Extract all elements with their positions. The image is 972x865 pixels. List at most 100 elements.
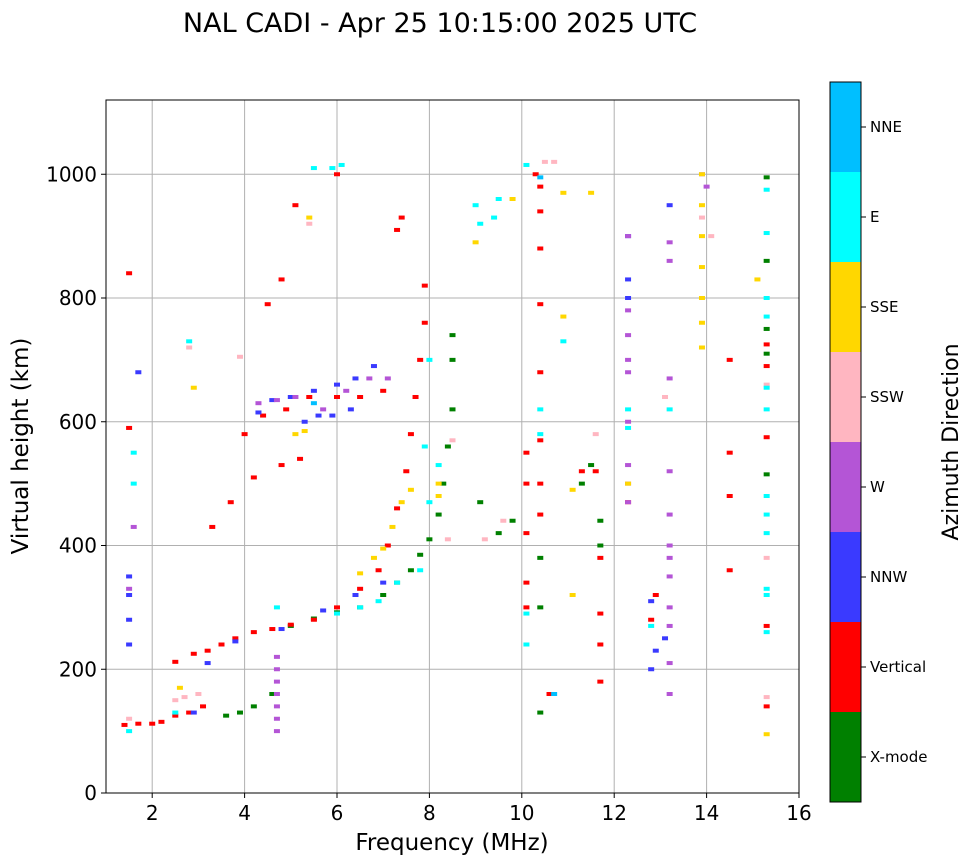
echo-point (652, 648, 659, 653)
echo-point (537, 432, 544, 437)
echo-point (444, 444, 451, 449)
data-marks (121, 159, 770, 737)
echo-point (532, 172, 539, 177)
echo-point (338, 162, 345, 167)
echo-point (426, 537, 433, 542)
echo-point (666, 605, 673, 610)
echo-point (204, 661, 211, 666)
echo-point (537, 512, 544, 517)
x-tick-label: 12 (601, 801, 626, 825)
echo-point (523, 580, 530, 585)
echo-point (407, 432, 414, 437)
echo-point (273, 679, 280, 684)
echo-point (578, 469, 585, 474)
echo-point (435, 494, 442, 498)
trace-vertical (121, 172, 770, 727)
echo-point (273, 729, 280, 734)
colorbar-segment (830, 82, 861, 172)
echo-point (126, 716, 133, 721)
echo-point (551, 159, 558, 164)
echo-point (126, 574, 133, 579)
echo-point (666, 203, 673, 208)
echo-point (260, 413, 267, 418)
echo-point (421, 320, 428, 325)
echo-point (726, 450, 733, 455)
echo-point (273, 667, 280, 672)
echo-point (625, 308, 632, 313)
colorbar-tick-label: NNE (870, 118, 902, 136)
x-axis-label: Frequency (MHz) (355, 830, 548, 856)
echo-point (273, 692, 280, 696)
echo-point (666, 258, 673, 263)
echo-point (357, 605, 364, 610)
echo-point (763, 435, 770, 440)
x-tick-label: 4 (238, 801, 251, 825)
colorbar-tick-label: X-mode (870, 748, 927, 766)
echo-point (726, 357, 733, 362)
echo-point (384, 376, 391, 381)
y-tick-label: 800 (59, 286, 97, 310)
trace-ssw (126, 159, 770, 721)
echo-point (130, 524, 137, 529)
echo-point (763, 593, 770, 597)
echo-point (491, 215, 498, 220)
echo-point (648, 667, 655, 672)
echo-point (269, 398, 276, 403)
echo-point (625, 234, 632, 239)
echo-point (763, 385, 770, 390)
chart-title: NAL CADI - Apr 25 10:15:00 2025 UTC (183, 8, 697, 39)
echo-point (186, 710, 193, 715)
echo-point (375, 568, 382, 573)
colorbar-tick-label: SSE (870, 298, 899, 316)
echo-point (592, 469, 599, 474)
echo-point (625, 296, 632, 300)
echo-point (209, 524, 216, 529)
echo-point (394, 580, 401, 585)
echo-point (625, 481, 632, 486)
echo-point (592, 432, 599, 437)
plot-frame (105, 99, 800, 794)
echo-point (537, 407, 544, 412)
echo-point (523, 450, 530, 455)
echo-point (666, 407, 673, 412)
echo-point (135, 370, 142, 375)
echo-point (763, 695, 770, 700)
echo-point (273, 704, 280, 709)
echo-point (370, 555, 377, 560)
echo-point (273, 716, 280, 721)
echo-point (236, 710, 243, 715)
echo-point (763, 630, 770, 635)
echo-point (329, 413, 336, 418)
echo-point (236, 354, 243, 359)
echo-point (481, 537, 488, 542)
x-tick-label: 16 (786, 801, 811, 825)
echo-point (250, 475, 257, 480)
echo-point (666, 376, 673, 381)
echo-point (135, 721, 142, 726)
echo-point (763, 342, 770, 347)
echo-point (273, 398, 280, 403)
echo-point (472, 240, 479, 245)
echo-point (250, 630, 257, 635)
echo-point (703, 184, 710, 189)
echo-point (763, 296, 770, 300)
echo-point (477, 500, 484, 505)
echo-point (698, 215, 705, 220)
echo-point (662, 636, 669, 641)
x-tick-label: 10 (509, 801, 534, 825)
echo-point (537, 184, 544, 189)
echo-point (763, 314, 770, 319)
echo-point (301, 429, 308, 434)
echo-point (273, 605, 280, 610)
echo-point (597, 611, 604, 616)
echo-point (278, 277, 285, 282)
colorbar-tick-label: NNW (870, 568, 907, 586)
echo-point (763, 175, 770, 180)
echo-point (384, 543, 391, 548)
echo-point (500, 518, 507, 523)
colorbar-segment (830, 712, 861, 802)
echo-point (449, 407, 456, 412)
colorbar-tick-label: Vertical (870, 658, 926, 676)
echo-point (292, 395, 299, 399)
echo-point (648, 617, 655, 622)
